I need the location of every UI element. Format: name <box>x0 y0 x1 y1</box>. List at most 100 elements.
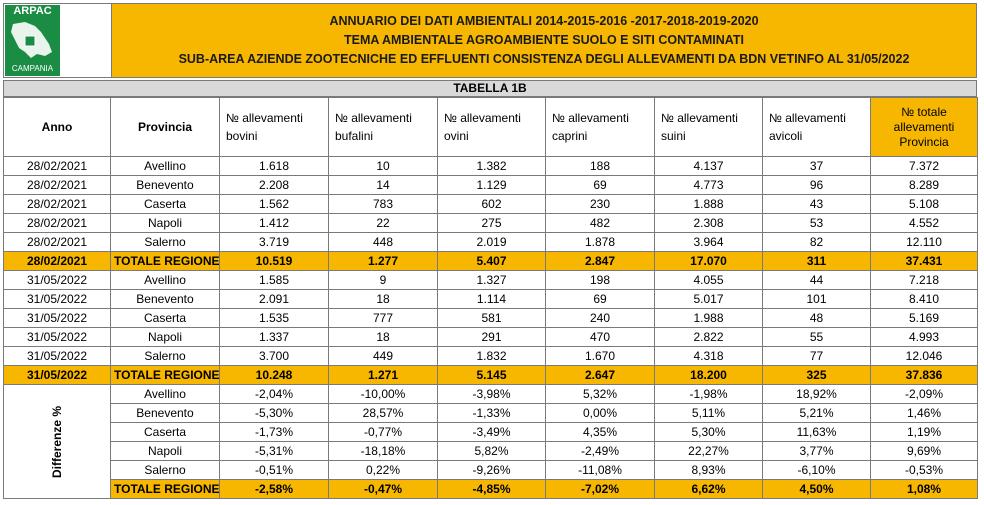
cell-suini: 4.318 <box>654 346 763 366</box>
cell-avicoli: 77 <box>762 346 871 366</box>
table-row: 28/02/2021 Caserta 1.562 783 602 230 1.8… <box>3 194 978 214</box>
cell-ovini: -1,33% <box>437 403 546 423</box>
cell-anno: 28/02/2021 <box>3 156 111 176</box>
cell-ovini: 1.382 <box>437 156 546 176</box>
cell-provincia: Napoli <box>110 213 220 233</box>
col-caprini-l1: № allevamenti <box>552 111 629 125</box>
col-suini-l1: № allevamenti <box>661 111 738 125</box>
cell-bufalini: -18,18% <box>328 441 438 461</box>
cell-caprini: 240 <box>545 308 655 328</box>
cell-avicoli: 43 <box>762 194 871 214</box>
cell-bufalini: 448 <box>328 232 438 252</box>
col-totale-l1: № totale <box>901 104 947 119</box>
cell-suini: 5,30% <box>654 422 763 442</box>
cell-totale: 9,69% <box>870 441 978 461</box>
table-row: Napoli -5,31% -18,18% 5,82% -2,49% 22,27… <box>4 441 978 461</box>
differenze-label-cell: Differenze % <box>3 384 111 499</box>
cell-avicoli: 4,50% <box>762 479 871 499</box>
cell-suini: 2.308 <box>654 213 763 233</box>
table-row: 31/05/2022 Napoli 1.337 18 291 470 2.822… <box>3 327 978 347</box>
cell-avicoli: 82 <box>762 232 871 252</box>
cell-avicoli: 53 <box>762 213 871 233</box>
cell-ovini: 5.407 <box>437 251 546 271</box>
cell-bovini: -0,51% <box>219 460 329 480</box>
cell-caprini: 198 <box>545 270 655 290</box>
cell-anno: 31/05/2022 <box>3 346 111 366</box>
cell-bovini: 3.700 <box>219 346 329 366</box>
cell-totale: 7.218 <box>870 270 978 290</box>
cell-suini: 2.822 <box>654 327 763 347</box>
cell-suini: 5.017 <box>654 289 763 309</box>
cell-anno: 31/05/2022 <box>3 308 111 328</box>
cell-caprini: 69 <box>545 175 655 195</box>
col-avicoli-l1: № allevamenti <box>769 111 846 125</box>
cell-bufalini: -0,77% <box>328 422 438 442</box>
cell-anno: 31/05/2022 <box>3 365 111 385</box>
col-bufalini-l1: № allevamenti <box>335 111 412 125</box>
cell-bufalini: 0,22% <box>328 460 438 480</box>
cell-bovini: 1.618 <box>219 156 329 176</box>
cell-totale: 12.046 <box>870 346 978 366</box>
col-bovini: № allevamenti bovini <box>219 97 329 157</box>
table-row: Differenze % Avellino -2,04% -10,00% -3,… <box>3 384 978 499</box>
cell-ovini: -9,26% <box>437 460 546 480</box>
cell-bufalini: -10,00% <box>328 384 438 404</box>
cell-ovini: 291 <box>437 327 546 347</box>
cell-suini: 17.070 <box>654 251 763 271</box>
cell-bovini: 1.337 <box>219 327 329 347</box>
cell-totale: 1,08% <box>870 479 978 499</box>
col-bovini-l1: № allevamenti <box>226 111 303 125</box>
col-bufalini-l2: bufalini <box>335 129 374 143</box>
table-row: 31/05/2022 Avellino 1.585 9 1.327 198 4.… <box>3 270 978 290</box>
cell-ovini: 5,82% <box>437 441 546 461</box>
cell-totale: 8.289 <box>870 175 978 195</box>
cell-ovini: -3,98% <box>437 384 546 404</box>
cell-totale: -0,53% <box>870 460 978 480</box>
table-row: 31/05/2022 Benevento 2.091 18 1.114 69 5… <box>3 289 978 309</box>
differenze-label: Differenze % <box>50 405 64 478</box>
cell-caprini: -7,02% <box>545 479 655 499</box>
table-row: 31/05/2022 Salerno 3.700 449 1.832 1.670… <box>3 346 978 366</box>
cell-totale: 1,19% <box>870 422 978 442</box>
col-ovini: № allevamenti ovini <box>437 97 546 157</box>
col-provincia: Provincia <box>110 97 220 157</box>
cell-avicoli: 55 <box>762 327 871 347</box>
cell-anno: 31/05/2022 <box>3 270 111 290</box>
cell-anno: 31/05/2022 <box>3 289 111 309</box>
cell-suini: 4.055 <box>654 270 763 290</box>
cell-caprini: 1.878 <box>545 232 655 252</box>
cell-avicoli: 325 <box>762 365 871 385</box>
data-table: Anno Provincia № allevamenti bovini № all… <box>3 97 978 499</box>
cell-totale: 12.110 <box>870 232 978 252</box>
cell-suini: 4.773 <box>654 175 763 195</box>
cell-provincia: Caserta <box>110 308 220 328</box>
table-row: 28/02/2021 Salerno 3.719 448 2.019 1.878… <box>3 232 978 252</box>
cell-avicoli: 5,21% <box>762 403 871 423</box>
table-row: Benevento -5,30% 28,57% -1,33% 0,00% 5,1… <box>4 403 978 423</box>
total-row-2022: 31/05/2022 TOTALE REGIONE 10.248 1.271 5… <box>3 365 978 385</box>
cell-anno: 31/05/2022 <box>3 327 111 347</box>
col-avicoli-l2: avicoli <box>769 129 803 143</box>
cell-provincia: Salerno <box>110 232 220 252</box>
table-row: Caserta -1,73% -0,77% -3,49% 4,35% 5,30%… <box>4 422 978 442</box>
col-bufalini: № allevamenti bufalini <box>328 97 438 157</box>
cell-provincia: Avellino <box>110 384 220 404</box>
cell-bovini: -2,04% <box>219 384 329 404</box>
cell-caprini: 69 <box>545 289 655 309</box>
logo-bottom-text: CAMPANIA <box>5 62 60 76</box>
cell-suini: 8,93% <box>654 460 763 480</box>
cell-bufalini: 9 <box>328 270 438 290</box>
cell-anno: 28/02/2021 <box>3 213 111 233</box>
cell-avicoli: 101 <box>762 289 871 309</box>
cell-avicoli: 18,92% <box>762 384 871 404</box>
report-header: ARPAC CAMPANIA ANNUARIO DEI DATI AMBIENT… <box>3 3 977 78</box>
cell-provincia: Benevento <box>110 289 220 309</box>
cell-provincia: TOTALE REGIONE <box>110 365 220 385</box>
cell-anno: 28/02/2021 <box>3 232 111 252</box>
cell-bufalini: 18 <box>328 289 438 309</box>
cell-provincia: Salerno <box>110 346 220 366</box>
cell-anno: 28/02/2021 <box>3 251 111 271</box>
cell-avicoli: 3,77% <box>762 441 871 461</box>
col-totale-l2: allevamenti <box>893 119 955 134</box>
cell-bufalini: 28,57% <box>328 403 438 423</box>
